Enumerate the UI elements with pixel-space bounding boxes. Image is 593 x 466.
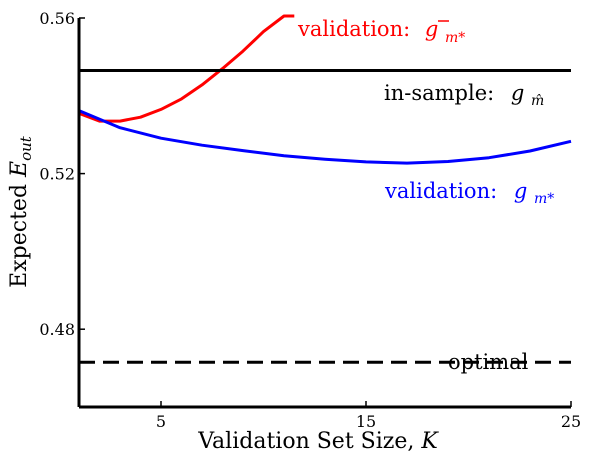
series-line-0 <box>78 14 295 123</box>
annotation-blue-validation: validation: g m* <box>384 179 554 207</box>
x-axis-title: Validation Set Size, K <box>197 429 439 454</box>
x-tick-label: 25 <box>561 412 581 431</box>
x-tick-label: 15 <box>356 412 376 431</box>
y-tick-label: 0.52 <box>39 165 75 184</box>
annotation-optimal: optimal <box>448 350 529 374</box>
y-tick-label: 0.56 <box>39 9 75 28</box>
annotation-red-validation: validation: g m* <box>297 17 465 46</box>
tick-layer: 5 15 25 0.48 0.52 0.56 <box>39 9 581 431</box>
annotation-in-sample: in-sample: g m̂ <box>384 81 544 109</box>
series-layer <box>78 14 572 364</box>
x-tick-label: 5 <box>156 412 166 431</box>
series-line-1 <box>78 109 572 165</box>
y-tick-label: 0.48 <box>39 320 75 339</box>
y-axis-title: Expected Eout <box>7 135 35 288</box>
